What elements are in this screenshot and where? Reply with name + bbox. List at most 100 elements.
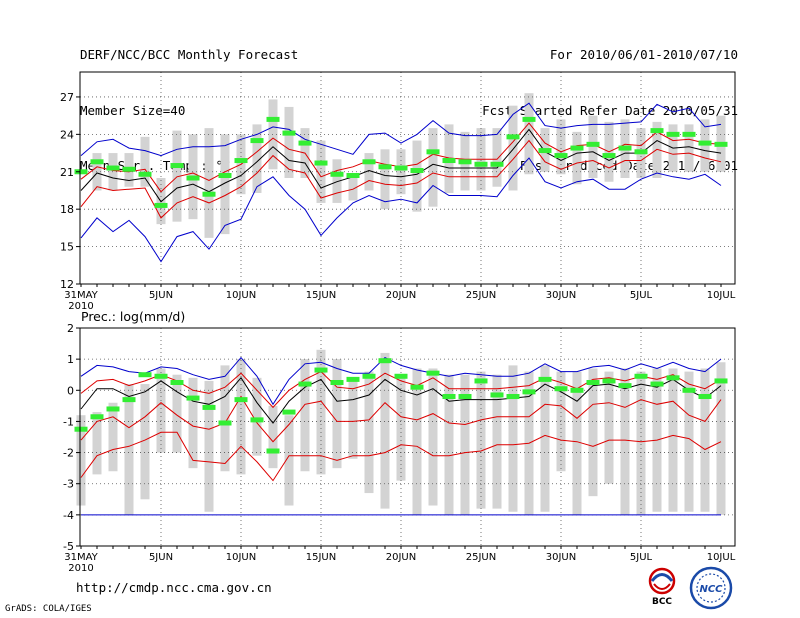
median-marker (282, 130, 296, 136)
spread-box (700, 368, 710, 512)
median-marker (474, 378, 488, 384)
footer-url[interactable]: http://cmdp.ncc.cma.gov.cn (76, 580, 272, 595)
spread-box (124, 384, 134, 515)
median-marker (154, 373, 168, 379)
spread-box (364, 371, 374, 494)
bcc-logo: BCC (648, 567, 676, 607)
median-marker (106, 165, 120, 171)
median-marker (714, 378, 728, 384)
spread-box (188, 377, 198, 469)
x-tick-label: 10JUL (707, 290, 736, 301)
spread-box (204, 380, 214, 512)
x-tick-label: 5JUL (630, 552, 653, 563)
x-tick-label: 20JUN (386, 290, 416, 301)
spread-box (284, 415, 294, 506)
median-marker (634, 373, 648, 379)
y-tick-label: 27 (60, 91, 74, 104)
median-marker (442, 158, 456, 164)
spread-box (380, 352, 390, 509)
ncc-logo: NCC (689, 566, 733, 610)
median-marker (378, 164, 392, 170)
median-marker (410, 168, 424, 174)
median-marker (122, 397, 136, 403)
spread-box (604, 371, 614, 484)
median-marker (186, 395, 200, 401)
spread-box (508, 365, 518, 512)
median-marker (698, 140, 712, 146)
median-marker (410, 384, 424, 390)
median-marker (666, 375, 680, 381)
spread-box (268, 405, 278, 469)
median-marker (618, 145, 632, 151)
x-tick-label: 15JUN (306, 552, 336, 563)
spread-box (636, 371, 646, 515)
spread-box (412, 140, 422, 212)
x-tick-year: 2010 (68, 563, 93, 574)
y-tick-label: -5 (63, 540, 74, 553)
median-marker (634, 149, 648, 155)
median-marker (106, 406, 120, 412)
spread-box (588, 368, 598, 497)
spread-box (444, 374, 454, 515)
median-marker (538, 376, 552, 382)
median-marker (74, 426, 88, 432)
spread-box (76, 415, 86, 506)
median-marker (506, 134, 520, 140)
x-tick-label: 10JUN (226, 552, 256, 563)
y-tick-label: 2 (67, 322, 74, 335)
median-marker (186, 175, 200, 181)
red-min-line (80, 431, 722, 482)
spread-box (396, 374, 406, 481)
median-marker (330, 380, 344, 385)
spread-box (348, 377, 358, 459)
spread-box (300, 359, 310, 472)
median-marker (266, 116, 280, 122)
median-marker (122, 166, 136, 172)
median-marker (666, 131, 680, 137)
median-marker (394, 373, 408, 379)
median-marker (314, 160, 328, 166)
median-marker (378, 358, 392, 364)
spread-box (684, 124, 694, 172)
median-marker (346, 173, 360, 179)
median-marker (458, 159, 472, 165)
ncc-logo-label: NCC (699, 584, 723, 595)
median-marker (90, 414, 104, 420)
spread-box (332, 359, 342, 469)
median-marker (154, 202, 168, 208)
spread-box (140, 136, 150, 187)
red-lower-line (80, 139, 722, 219)
spread-box (492, 128, 502, 187)
y-tick-label: -2 (63, 447, 74, 460)
x-tick-label: 10JUL (707, 552, 736, 563)
y-tick-label: 18 (60, 203, 74, 216)
spread-box (668, 368, 678, 512)
y-tick-label: 24 (60, 128, 74, 141)
median-marker (362, 159, 376, 165)
spread-box (252, 124, 262, 193)
x-tick-label: 30JUN (546, 290, 576, 301)
median-marker (362, 373, 376, 379)
x-tick-label: 25JUN (466, 290, 496, 301)
median-marker (570, 387, 584, 393)
bcc-logo-label: BCC (652, 597, 672, 607)
median-marker (602, 378, 616, 384)
spread-box (556, 119, 566, 175)
plot-frame (79, 71, 736, 285)
spread-box (460, 374, 470, 515)
median-marker (314, 367, 328, 373)
spread-box (652, 121, 662, 178)
median-marker (250, 417, 264, 423)
median-marker (650, 381, 664, 387)
spread-box (172, 374, 182, 453)
median-marker (346, 376, 360, 382)
median-marker (586, 141, 600, 147)
median-marker (490, 161, 504, 167)
spread-box (572, 131, 582, 185)
spread-box (540, 365, 550, 512)
x-tick-label: 31MAY (64, 290, 98, 301)
spread-box (380, 149, 390, 210)
median-marker (522, 116, 536, 122)
